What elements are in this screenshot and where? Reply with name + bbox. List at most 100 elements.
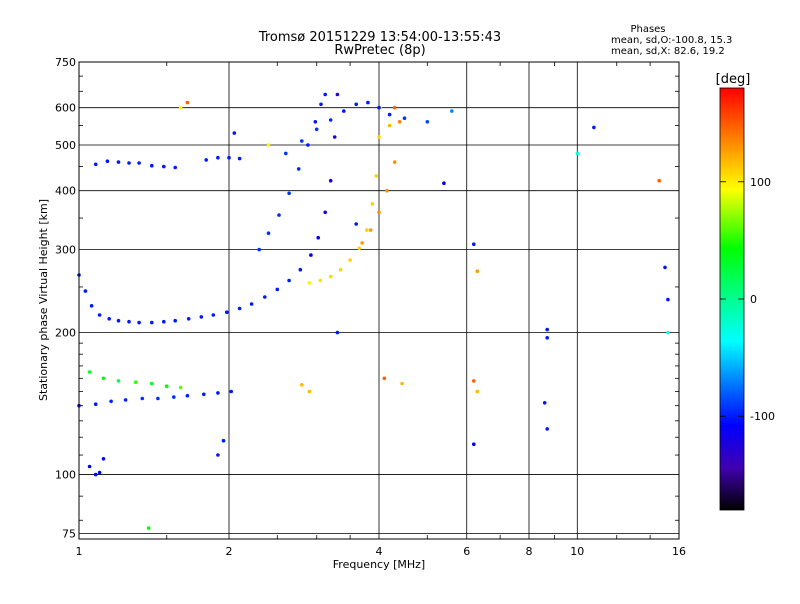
data-point <box>97 313 102 317</box>
data-point <box>545 427 549 431</box>
y-tick-label: 100 <box>55 469 76 482</box>
data-point <box>348 258 352 262</box>
data-point <box>186 317 191 321</box>
data-point <box>249 302 254 306</box>
data-point <box>221 438 226 443</box>
data-point <box>101 457 106 461</box>
colorbar-tick-label: -100 <box>750 410 775 423</box>
data-point <box>172 395 176 399</box>
stats-line-x: mean, sd,X: 82.6, 19.2 <box>611 46 725 57</box>
data-point <box>266 231 271 235</box>
data-point <box>354 222 359 226</box>
data-point <box>287 191 291 196</box>
data-point <box>185 100 190 105</box>
data-point <box>300 383 304 387</box>
data-point <box>657 178 661 183</box>
data-point <box>237 306 242 311</box>
data-point <box>137 320 141 325</box>
data-point <box>392 105 397 110</box>
data-point <box>542 401 547 405</box>
data-point <box>156 396 160 401</box>
data-point <box>387 123 392 128</box>
x-tick-label: 16 <box>672 545 686 558</box>
data-point <box>199 315 204 319</box>
x-tick-label: 6 <box>463 545 470 558</box>
data-point <box>87 464 92 469</box>
data-point <box>377 135 381 139</box>
data-point <box>382 376 387 381</box>
data-point <box>277 213 281 217</box>
data-point <box>93 472 98 477</box>
data-point <box>335 92 340 97</box>
y-tick-label: 300 <box>55 244 76 257</box>
data-point <box>666 330 670 335</box>
data-point <box>296 167 301 171</box>
data-point <box>307 389 312 394</box>
data-point <box>545 336 549 340</box>
data-point <box>107 317 111 321</box>
axis-ticks: 1 2 4 6 8 10 16 75 100 200 300 400 500 600 750 <box>55 56 686 558</box>
data-point <box>116 318 121 323</box>
data-point <box>313 120 318 124</box>
data-point <box>93 162 98 167</box>
data-points <box>77 92 670 530</box>
data-point <box>316 235 321 240</box>
data-point <box>232 131 237 135</box>
data-point <box>332 135 337 139</box>
y-axis-label: Stationary phase Virtual Height [km] <box>37 199 50 401</box>
data-point <box>475 389 480 394</box>
data-point <box>93 402 98 407</box>
x-tick-label: 2 <box>226 545 233 558</box>
data-point <box>545 327 549 332</box>
data-point <box>275 287 280 292</box>
data-point <box>216 391 220 395</box>
chart-title: Tromsø 20151229 13:54:00-13:55:43 <box>258 30 501 45</box>
data-point <box>237 156 242 161</box>
x-tick-label: 8 <box>526 545 533 558</box>
data-point <box>323 210 328 215</box>
data-point <box>109 399 113 404</box>
data-point <box>185 393 190 398</box>
data-point <box>318 278 323 283</box>
stats-line-o: mean, sd,O:-100.8, 15.3 <box>611 35 732 46</box>
data-point <box>425 120 430 124</box>
y-tick-label: 600 <box>55 102 76 115</box>
colorbar-label: [deg] <box>716 72 751 87</box>
stats-heading: Phases <box>630 24 665 35</box>
data-point <box>140 396 145 401</box>
data-point <box>216 155 220 160</box>
y-tick-label: 750 <box>55 56 76 69</box>
data-point <box>475 269 480 274</box>
data-point <box>89 304 94 308</box>
data-point <box>402 116 407 120</box>
y-tick-label: 500 <box>55 139 76 152</box>
data-point <box>385 188 389 193</box>
data-point <box>392 160 397 164</box>
data-point <box>164 384 169 389</box>
data-point <box>146 526 151 530</box>
data-point <box>202 392 206 397</box>
data-point <box>150 320 154 325</box>
data-point <box>309 253 313 257</box>
data-point <box>105 159 110 163</box>
colorbar-tick-label: 100 <box>750 176 771 189</box>
data-point <box>150 163 154 168</box>
x-tick-label: 4 <box>376 545 383 558</box>
data-point <box>377 105 381 110</box>
data-point <box>397 120 402 124</box>
colorbar-ticks: 100 0 -100 <box>720 176 775 423</box>
data-point <box>178 385 183 390</box>
data-point <box>225 310 229 315</box>
data-point <box>116 379 121 383</box>
data-point <box>450 109 454 113</box>
data-point <box>178 105 183 110</box>
data-point <box>666 297 670 302</box>
data-point <box>663 265 667 270</box>
data-point <box>328 118 333 122</box>
data-point <box>472 442 476 447</box>
data-point <box>263 295 267 299</box>
x-tick-label: 1 <box>76 545 83 558</box>
y-tick-label: 400 <box>55 185 76 198</box>
data-point <box>150 381 154 386</box>
data-point <box>328 178 333 183</box>
